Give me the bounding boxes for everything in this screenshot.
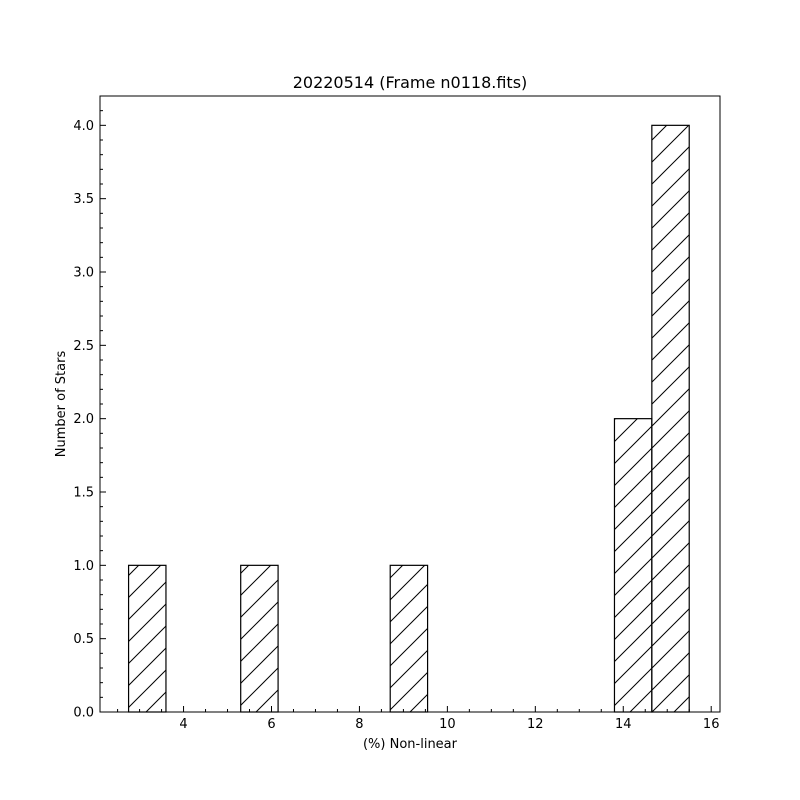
y-tick-label: 2.0 xyxy=(73,412,94,427)
chart-title: 20220514 (Frame n0118.fits) xyxy=(293,73,528,92)
histogram-bar-1 xyxy=(240,564,279,713)
x-axis-label: (%) Non-linear xyxy=(363,737,458,752)
x-tick-label: 16 xyxy=(703,717,720,732)
y-tick-label: 3.5 xyxy=(73,192,94,207)
histogram-bar-0 xyxy=(127,564,167,713)
y-tick-label: 1.5 xyxy=(73,486,94,501)
plot-frame xyxy=(99,95,721,713)
x-tick-label: 10 xyxy=(439,717,456,732)
x-tick-label: 6 xyxy=(267,717,275,732)
y-tick-label: 0.5 xyxy=(73,632,94,647)
x-tick-label: 8 xyxy=(355,717,363,732)
y-tick-label: 4.0 xyxy=(73,119,94,134)
x-tick-label: 14 xyxy=(615,717,632,732)
y-tick-label: 1.0 xyxy=(73,559,94,574)
y-tick-label: 3.0 xyxy=(73,266,94,281)
histogram-bar-4 xyxy=(651,124,690,713)
bars-layer xyxy=(127,124,690,713)
histogram-bar-2 xyxy=(389,564,429,713)
histogram-bar-3 xyxy=(613,418,653,713)
y-axis-label: Number of Stars xyxy=(54,351,69,458)
x-tick-label: 4 xyxy=(179,717,187,732)
y-tick-label: 0.0 xyxy=(73,706,94,721)
x-tick-label: 12 xyxy=(527,717,544,732)
y-tick-label: 2.5 xyxy=(73,339,94,354)
